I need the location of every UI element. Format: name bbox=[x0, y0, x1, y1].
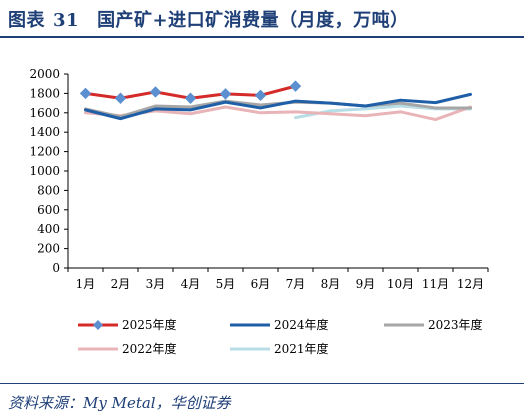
axes: 0 200 400 600 800 1000 1200 1400 1600 1800 2000 1月 2… bbox=[29, 67, 489, 291]
title-rule bbox=[0, 36, 524, 38]
y-tick-label: 0 bbox=[52, 261, 60, 275]
source-rule bbox=[0, 383, 524, 384]
x-tick-label: 5月 bbox=[216, 277, 236, 291]
x-tick-label: 11月 bbox=[422, 277, 449, 291]
y-tick-label: 1600 bbox=[29, 106, 60, 120]
legend-label: 2024年度 bbox=[274, 317, 329, 332]
x-tick-label: 10月 bbox=[387, 277, 414, 291]
x-tick-label: 6月 bbox=[251, 277, 271, 291]
figure-title-text: 国产矿+进口矿消费量（月度，万吨） bbox=[97, 10, 409, 31]
y-tick-label: 600 bbox=[37, 203, 60, 217]
figure-number: 31 bbox=[53, 10, 80, 31]
y-tick-label: 1800 bbox=[29, 86, 60, 100]
data-point-marker bbox=[114, 92, 127, 104]
data-point-marker bbox=[184, 92, 197, 104]
y-tick-label: 1400 bbox=[29, 125, 60, 139]
source-note: 资料来源：My Metal，华创证券 bbox=[8, 394, 231, 412]
y-tick-label: 1200 bbox=[29, 145, 60, 159]
data-point-marker bbox=[149, 86, 162, 98]
y-tick-label: 1000 bbox=[29, 164, 60, 178]
legend-marker bbox=[93, 320, 103, 330]
x-tick-label: 8月 bbox=[321, 277, 341, 291]
x-tick-label: 1月 bbox=[76, 277, 96, 291]
y-tick-label: 2000 bbox=[29, 67, 60, 81]
y-tick-label: 400 bbox=[37, 222, 60, 236]
y-tick-label: 200 bbox=[37, 242, 60, 256]
x-tick-label: 9月 bbox=[356, 277, 376, 291]
data-point-marker bbox=[219, 88, 232, 100]
line-chart: 0 200 400 600 800 1000 1200 1400 1600 1800 2000 1月 2… bbox=[29, 67, 489, 356]
data-point-marker bbox=[289, 80, 302, 92]
figure-title: 图表 31 国产矿+进口矿消费量（月度，万吨） bbox=[8, 6, 409, 32]
x-tick-label: 3月 bbox=[146, 277, 166, 291]
legend-label: 2023年度 bbox=[428, 317, 483, 332]
legend-label: 2022年度 bbox=[122, 341, 177, 356]
legend-label: 2025年度 bbox=[122, 317, 177, 332]
x-tick-label: 12月 bbox=[457, 277, 484, 291]
y-tick-label: 800 bbox=[37, 183, 60, 197]
series-layer bbox=[79, 80, 472, 122]
legend-label: 2021年度 bbox=[274, 341, 329, 356]
x-tick-label: 2月 bbox=[111, 277, 131, 291]
data-point-marker bbox=[79, 87, 92, 100]
legend: 2025年度 2024年度 2023年度 2022年度 2021年度 bbox=[78, 317, 483, 356]
data-point-marker bbox=[254, 89, 267, 102]
x-tick-label: 4月 bbox=[181, 277, 201, 291]
series-line-2024年度 bbox=[84, 92, 472, 121]
figure-prefix: 图表 bbox=[8, 10, 45, 31]
x-tick-label: 7月 bbox=[286, 277, 306, 291]
